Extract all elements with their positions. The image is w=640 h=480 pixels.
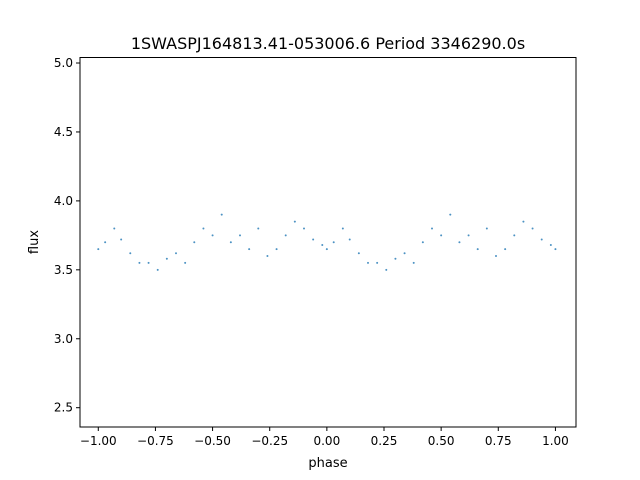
scatter-point	[156, 268, 159, 271]
x-tick-label: −0.75	[137, 434, 174, 448]
scatter-point	[332, 241, 335, 244]
scatter-point	[467, 234, 470, 237]
y-tick-label: 2.5	[54, 401, 73, 415]
scatter-point	[239, 234, 241, 237]
scatter-point	[522, 220, 525, 223]
scatter-point	[303, 227, 305, 230]
scatter-point	[495, 255, 497, 258]
scatter-point	[513, 234, 516, 237]
scatter-point	[257, 227, 260, 230]
scatter-point	[229, 241, 232, 244]
scatter-point	[540, 238, 543, 241]
plot-frame	[79, 57, 577, 428]
scatter-point	[202, 227, 205, 230]
scatter-point	[357, 252, 360, 255]
scatter-point	[220, 213, 223, 216]
y-tick-label: 5.0	[54, 56, 73, 70]
scatter-point	[284, 234, 287, 237]
x-tick-label: 0.75	[485, 434, 512, 448]
scatter-point	[367, 261, 369, 264]
scatter-point	[165, 257, 168, 260]
scatter-point	[458, 241, 461, 244]
scatter-point	[120, 238, 123, 241]
scatter-point	[147, 261, 150, 264]
scatter-point	[104, 241, 107, 244]
x-tick-label: 0.50	[428, 434, 455, 448]
scatter-point	[341, 227, 344, 230]
scatter-point	[175, 252, 177, 255]
scatter-point	[211, 234, 214, 237]
scatter-point	[138, 261, 141, 264]
scatter-point	[449, 213, 452, 216]
y-tick-label: 3.5	[54, 263, 73, 277]
scatter-point	[394, 257, 397, 260]
scatter-point	[440, 234, 443, 237]
scatter-point	[385, 268, 388, 271]
scatter-point	[193, 241, 196, 244]
scatter-point	[554, 248, 557, 251]
scatter-point	[325, 248, 328, 251]
scatter-point	[549, 244, 552, 247]
scatter-point	[293, 220, 296, 223]
scatter-point	[412, 261, 415, 264]
x-tick-label: 0.00	[313, 434, 340, 448]
x-axis-ticks: −1.00 −0.75 −0.50 −0.25 0.00 0.25 0.50 0.75 1.00	[80, 427, 569, 448]
scatter-point	[321, 244, 324, 247]
scatter-point	[504, 248, 507, 251]
scatter-point	[476, 248, 479, 251]
scatter-point	[531, 227, 534, 230]
y-tick-label: 3.0	[54, 332, 73, 346]
scatter-point	[129, 252, 132, 255]
x-axis-label: phase	[308, 456, 347, 471]
scatter-point	[431, 227, 433, 230]
scatter-point	[403, 252, 406, 255]
scatter-points	[97, 213, 557, 271]
x-tick-label: −0.25	[251, 434, 288, 448]
x-tick-label: −1.00	[80, 434, 117, 448]
x-tick-label: 1.00	[542, 434, 569, 448]
scatter-point	[113, 227, 116, 230]
x-tick-label: 0.25	[371, 434, 398, 448]
y-tick-label: 4.0	[54, 194, 73, 208]
y-tick-label: 4.5	[54, 125, 73, 139]
scatter-point	[97, 248, 100, 251]
scatter-point	[376, 261, 379, 264]
scatter-point	[348, 238, 351, 241]
scatter-point	[275, 248, 278, 251]
y-axis-label: flux	[27, 230, 42, 254]
scatter-point	[485, 227, 488, 230]
x-tick-label: −0.50	[194, 434, 231, 448]
scatter-point	[266, 255, 269, 258]
scatter-point	[184, 261, 187, 264]
y-axis-ticks: 2.5 3.0 3.5 4.0 4.5 5.0	[54, 56, 80, 415]
chart-title: 1SWASPJ164813.41-053006.6 Period 3346290…	[131, 34, 525, 53]
scatter-point	[421, 241, 424, 244]
scatter-point	[312, 238, 315, 241]
scatter-point	[248, 248, 251, 251]
